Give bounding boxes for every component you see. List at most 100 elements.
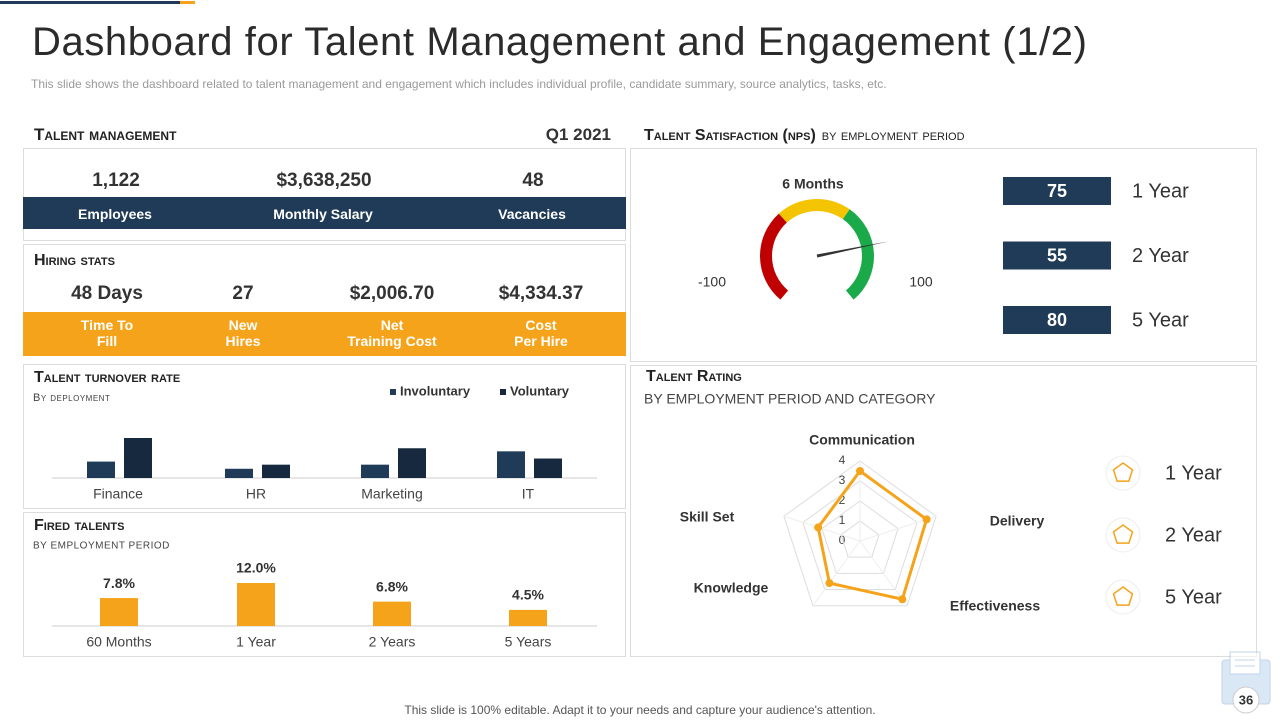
kpi-value: 48 Days bbox=[71, 283, 143, 304]
score-value: 55 bbox=[1047, 245, 1067, 265]
kpi-value: 1,122 bbox=[92, 170, 140, 191]
axis-label: Effectiveness bbox=[950, 598, 1040, 614]
data-label: 4.5% bbox=[512, 587, 544, 603]
chart-subtitle: By deployment bbox=[33, 392, 110, 404]
score-label: 2 Year bbox=[1132, 245, 1189, 267]
x-tick-label: IT bbox=[522, 486, 535, 502]
radar-point bbox=[898, 595, 907, 604]
bar bbox=[398, 448, 426, 478]
bar bbox=[497, 451, 525, 478]
legend-label: Voluntary bbox=[510, 383, 570, 398]
spoke bbox=[812, 540, 861, 607]
kpi-value: 27 bbox=[232, 283, 254, 304]
score-label: 1 Year bbox=[1132, 180, 1189, 202]
r-tick-label: 3 bbox=[839, 473, 846, 487]
panel bbox=[23, 512, 626, 657]
panel: 1,122 $3,638,250 48 Employees Monthly Sa… bbox=[23, 148, 626, 241]
legend-label: 5 Year bbox=[1165, 586, 1222, 608]
top-accent bbox=[180, 1, 195, 4]
bar bbox=[262, 464, 290, 478]
gauge-tick-label: -100 bbox=[698, 274, 726, 290]
data-label: 7.8% bbox=[103, 575, 135, 591]
page-number: 36 bbox=[1239, 692, 1253, 707]
legend-icon-bg bbox=[1105, 517, 1141, 553]
panel bbox=[630, 148, 1257, 362]
bar bbox=[87, 461, 115, 478]
bar bbox=[373, 601, 411, 626]
gauge-band bbox=[760, 213, 789, 300]
kpi-label: Monthly Salary bbox=[273, 206, 373, 222]
x-tick-label: 60 Months bbox=[86, 634, 151, 650]
legend-swatch bbox=[500, 389, 506, 395]
kpi-label: Time To Fill bbox=[80, 317, 134, 349]
axis-label: Knowledge bbox=[694, 580, 769, 596]
page-badge bbox=[1232, 686, 1260, 714]
r-tick-label: 1 bbox=[839, 513, 846, 527]
axis-label: Delivery bbox=[990, 513, 1045, 529]
legend-icon-bg bbox=[1105, 579, 1141, 615]
bar bbox=[534, 458, 562, 478]
radar-point bbox=[922, 515, 931, 524]
kpi-label: Employees bbox=[78, 206, 152, 222]
gauge-band bbox=[842, 209, 874, 300]
bar bbox=[361, 464, 389, 478]
axis-label: Communication bbox=[809, 432, 915, 448]
legend-label: 1 Year bbox=[1165, 462, 1222, 484]
legend-swatch bbox=[390, 389, 396, 395]
kpi-value: 48 bbox=[522, 170, 544, 191]
x-tick-label: 2 Years bbox=[369, 634, 416, 650]
chart-title: Talent Satisfaction (nps) by employment p… bbox=[644, 127, 965, 144]
score-label: 5 Year bbox=[1132, 309, 1189, 331]
chart-subtitle: BY EMPLOYMENT PERIOD bbox=[33, 541, 170, 552]
chart-subtitle: BY EMPLOYMENT PERIOD AND CATEGORY bbox=[644, 391, 936, 407]
kpi-bar: Employees Monthly Salary Vacancies bbox=[23, 197, 626, 229]
chart-subtitle: by employment period bbox=[822, 127, 965, 144]
radar-point bbox=[856, 467, 864, 475]
legend-label: 2 Year bbox=[1165, 524, 1222, 546]
x-tick-label: 1 Year bbox=[236, 634, 276, 650]
radar-point bbox=[825, 579, 834, 588]
panel-title: Talent management bbox=[34, 125, 177, 144]
radar-line bbox=[816, 468, 929, 602]
grid-ring bbox=[783, 460, 937, 607]
legend-icon bbox=[1112, 524, 1134, 544]
chart-title: Fired talents bbox=[34, 517, 124, 534]
gauge-band bbox=[778, 199, 850, 223]
legend-label: Involuntary bbox=[400, 383, 471, 398]
kpi-label: Vacancies bbox=[498, 206, 566, 222]
bar bbox=[509, 609, 547, 626]
kpi-value: $3,638,250 bbox=[276, 170, 372, 191]
period: Q1 2021 bbox=[545, 125, 611, 144]
score-value: 80 bbox=[1047, 310, 1067, 330]
gauge-pointer bbox=[816, 241, 889, 258]
footer: This slide is 100% editable. Adapt it to… bbox=[404, 703, 876, 717]
bar bbox=[237, 583, 275, 626]
legend-icon-bg bbox=[1105, 455, 1141, 491]
spoke bbox=[783, 515, 861, 542]
grid-ring bbox=[821, 500, 899, 574]
grid-ring bbox=[840, 520, 880, 558]
kpi-bar: Time To Fill New Hires Net Training Cost… bbox=[23, 312, 626, 356]
bar bbox=[100, 598, 138, 626]
doc-icon bbox=[1221, 651, 1271, 705]
legend-icon bbox=[1112, 462, 1134, 482]
top-accent bbox=[0, 1, 180, 4]
x-tick-label: Marketing bbox=[361, 486, 422, 502]
chart-title: Talent Rating bbox=[646, 368, 742, 385]
score-box bbox=[1003, 177, 1111, 205]
score-box bbox=[1003, 241, 1111, 270]
x-tick-label: Finance bbox=[93, 486, 143, 502]
data-label: 12.0% bbox=[236, 560, 276, 576]
panel bbox=[630, 365, 1257, 657]
score-value: 75 bbox=[1047, 181, 1067, 201]
gauge-tick-label: 100 bbox=[909, 274, 933, 290]
kpi-value: $4,334.37 bbox=[498, 283, 584, 304]
r-tick-label: 0 bbox=[839, 533, 846, 547]
kpi-value: $2,006.70 bbox=[349, 283, 435, 304]
kpi-label: Net Training Cost bbox=[347, 317, 437, 349]
panel-title: Hiring stats bbox=[34, 252, 115, 269]
subtitle: This slide shows the dashboard related t… bbox=[31, 77, 887, 91]
r-tick-label: 4 bbox=[839, 453, 846, 467]
